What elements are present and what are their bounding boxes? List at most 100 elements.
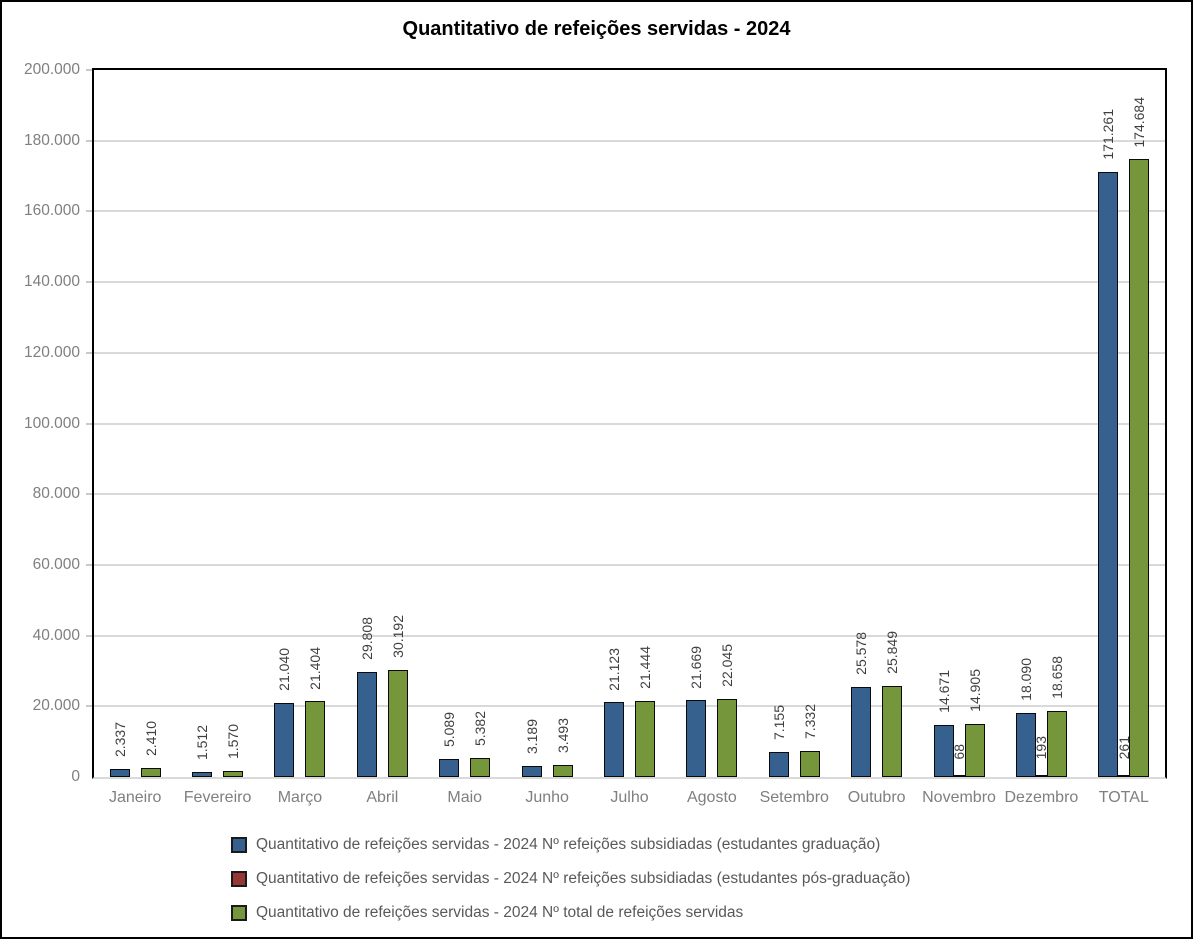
y-axis-tick-label: 40.000 (32, 626, 80, 644)
bar-data-label: 21.669 (688, 645, 705, 689)
gridline (94, 634, 1165, 637)
y-axis-tick-mark (86, 705, 92, 708)
legend-item-graduacao: Quantitativo de refeições servidas - 202… (231, 828, 910, 862)
chart-title: Quantitativo de refeições servidas - 202… (402, 18, 791, 40)
bar-data-label: 174.684 (1131, 96, 1148, 148)
y-axis-tick-label: 20.000 (32, 697, 80, 715)
bar-data-label: 171.261 (1100, 108, 1117, 160)
legend-marker-pos-graduacao (231, 871, 247, 887)
gridline (94, 281, 1165, 284)
x-axis-category-label: Fevereiro (183, 789, 252, 806)
bar-graduacao (768, 751, 789, 777)
bar-graduacao (1015, 713, 1036, 777)
bar-graduacao (521, 765, 542, 777)
x-axis-category-label: Setembro (759, 789, 829, 806)
bar-pos-graduacao (1117, 774, 1130, 777)
bar-data-label: 5.382 (472, 710, 489, 746)
bar-total (717, 699, 738, 777)
bar-data-label: 2.337 (111, 721, 128, 757)
bar-data-label: 7.332 (801, 704, 818, 740)
gridline (94, 139, 1165, 142)
y-axis-tick-label: 80.000 (32, 485, 80, 503)
bar-data-label: 18.090 (1017, 658, 1034, 702)
x-axis-category-label: Agosto (686, 789, 737, 806)
x-axis-category-label: Março (277, 789, 323, 806)
bar-graduacao (1098, 171, 1119, 777)
bar-graduacao (192, 771, 213, 777)
bar-data-label: 21.123 (606, 647, 622, 691)
gridline (94, 563, 1165, 566)
y-axis-tick-mark (86, 281, 92, 284)
bar-data-label: 21.404 (307, 646, 324, 690)
bar-graduacao (274, 702, 295, 777)
plot-area (92, 68, 1167, 779)
y-axis-tick-mark (86, 493, 92, 496)
bar-graduacao (356, 671, 377, 777)
bar-data-label: 5.089 (441, 711, 458, 748)
bar-data-label: 1.512 (194, 724, 211, 760)
bar-graduacao (933, 725, 954, 777)
x-axis-category-label: Junho (525, 789, 569, 806)
legend-item-label-total: Quantitativo de refeições servidas - 202… (256, 904, 744, 921)
bar-total (140, 768, 161, 777)
bar-data-label: 22.045 (719, 644, 736, 688)
bar-data-label: 21.040 (276, 647, 293, 691)
y-axis-tick-label: 160.000 (23, 202, 80, 220)
bar-data-label: 29.808 (358, 616, 375, 660)
y-axis-tick-label: 140.000 (23, 273, 80, 291)
bar-total (799, 751, 820, 777)
bar-data-label: 3.189 (523, 718, 540, 754)
bar-total (470, 757, 491, 777)
x-axis-category-label: Janeiro (108, 789, 162, 806)
bar-data-label: 18.658 (1048, 656, 1065, 700)
legend-marker-graduacao (231, 837, 247, 853)
bar-graduacao (439, 759, 460, 777)
bar-data-label: 14.905 (966, 669, 983, 713)
bar-total (964, 724, 985, 777)
bar-total (882, 685, 903, 777)
bar-total (1046, 711, 1067, 777)
bar-total (635, 701, 655, 777)
bar-data-label: 3.493 (554, 717, 571, 753)
bar-data-label: 7.155 (770, 704, 787, 740)
legend-item-pos-graduacao: Quantitativo de refeições servidas - 202… (231, 862, 910, 896)
bar-data-label: 14.671 (935, 670, 952, 714)
bar-pos-graduacao (1035, 774, 1048, 777)
x-axis-category-label: Abril (366, 789, 399, 806)
legend-marker-total (231, 905, 247, 921)
x-axis-category-label: Dezembro (1004, 789, 1079, 806)
legend-item-label-pos-graduacao: Quantitativo de refeições servidas - 202… (256, 870, 911, 887)
legend: Quantitativo de refeições servidas - 202… (231, 828, 910, 930)
bar-graduacao (109, 768, 130, 777)
legend-item-label-graduacao: Quantitativo de refeições servidas - 202… (256, 836, 881, 853)
bar-data-label: 30.192 (389, 615, 406, 659)
y-axis-tick-mark (86, 422, 92, 425)
bar-data-label: 21.444 (637, 646, 653, 690)
y-axis-tick-label: 200.000 (23, 61, 80, 78)
x-axis-category-label: Julho (610, 789, 649, 806)
bar-total (223, 771, 244, 777)
bar-pos-graduacao (953, 774, 966, 777)
bar-graduacao (851, 686, 872, 777)
gridline (94, 422, 1165, 425)
y-axis-tick-label: 180.000 (23, 131, 80, 149)
bar-data-label: 25.849 (884, 630, 901, 674)
y-axis-tick-label: 60.000 (32, 555, 80, 573)
bar-total (387, 670, 408, 777)
x-axis-category-label: TOTAL (1098, 789, 1149, 806)
y-axis-tick-mark (86, 351, 92, 354)
gridline (94, 705, 1165, 708)
gridline (94, 351, 1165, 354)
bar-total (305, 701, 326, 777)
x-axis-category-label: Maio (447, 789, 483, 806)
y-axis-tick-label: 120.000 (23, 343, 80, 361)
gridline (94, 493, 1165, 496)
bar-total (1129, 159, 1150, 777)
x-axis-category-label: Outubro (847, 789, 906, 806)
x-axis-category-label: Novembro (922, 789, 996, 806)
y-axis-tick-mark (86, 563, 92, 566)
gridline (94, 210, 1165, 213)
bar-graduacao (604, 702, 624, 777)
bar-data-label: 1.570 (225, 724, 242, 760)
